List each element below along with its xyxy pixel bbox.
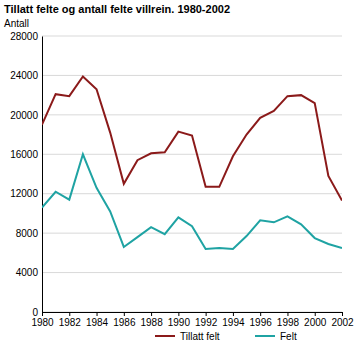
x-tick-mark [342,312,343,316]
x-tick: 1982 [59,312,82,328]
y-axis-line [42,37,43,313]
legend-swatch [255,335,275,337]
y-tick-label: 4000 [16,267,39,278]
x-tick-label: 1992 [195,317,218,328]
y-tick: 28000 [10,31,42,42]
x-tick: 1998 [277,312,300,328]
chart: Tillatt felte og antall felte villrein. … [0,0,356,348]
x-axis-line [43,312,343,313]
x-tick-label: 1994 [222,317,245,328]
x-tick-label: 2002 [331,317,354,328]
grid-line [42,312,342,313]
x-tick: 1984 [86,312,109,328]
x-tick-label: 1996 [250,317,273,328]
x-tick-mark [287,312,288,316]
y-tick: 12000 [10,188,42,199]
grid-line [42,154,342,155]
legend: Tillatt felt Felt [155,331,297,342]
x-tick-mark [42,312,43,316]
x-tick-mark [151,312,152,316]
legend-swatch [155,335,175,337]
series-line [42,154,342,249]
y-axis: 0 4000 8000 12000 16000 20000 24000 28000 [10,31,42,318]
y-tick-label: 20000 [10,110,38,121]
title: Tillatt felte og antall felte villrein. … [4,3,230,15]
y-tick-label: 24000 [10,70,38,81]
x-tick-mark [315,312,316,316]
x-tick: 2002 [331,312,354,328]
y-tick: 20000 [10,110,42,121]
x-tick-label: 2000 [304,317,327,328]
grid-line [42,36,342,37]
y-tick-label: 28000 [10,31,38,42]
y-tick-label: 12000 [10,188,38,199]
x-tick-mark [69,312,70,316]
y-tick-label: 8000 [16,228,39,239]
grid-line [42,272,342,273]
x-tick: 1980 [31,312,54,328]
grid-line [42,193,342,194]
x-tick-label: 1988 [140,317,163,328]
x-tick-mark [233,312,234,316]
x-tick-mark [260,312,261,316]
x-tick: 2000 [304,312,327,328]
y-tick: 4000 [16,267,42,278]
x-tick: 1996 [250,312,273,328]
y-tick: 24000 [10,70,42,81]
x-axis: 1980 1982 1984 1986 1988 1990 1992 1994 1996 1998… [31,312,354,328]
grid [42,36,342,312]
grid-line [42,233,342,234]
x-tick-mark [97,312,98,316]
x-tick: 1986 [113,312,136,328]
x-tick-label: 1984 [86,317,109,328]
x-tick-label: 1982 [59,317,82,328]
x-tick-mark [206,312,207,316]
grid-line [42,114,342,115]
plot [42,76,342,249]
x-tick-label: 1990 [168,317,191,328]
legend-label: Felt [280,331,297,342]
grid-line [42,75,342,76]
x-tick: 1988 [140,312,163,328]
x-tick-label: 1980 [31,317,54,328]
y-tick-label: 0 [32,307,38,318]
x-tick-label: 1986 [113,317,136,328]
y-tick: 8000 [16,228,42,239]
legend-label: Tillatt felt [180,331,220,342]
y-label: Antall [4,18,29,29]
series-line [42,76,342,200]
x-tick: 1990 [168,312,191,328]
x-tick: 1994 [222,312,245,328]
y-tick: 16000 [10,149,42,160]
x-tick-mark [124,312,125,316]
y-tick-label: 16000 [10,149,38,160]
x-tick-mark [178,312,179,316]
x-tick: 1992 [195,312,218,328]
x-tick-label: 1998 [277,317,300,328]
y-tick: 0 [32,307,42,318]
